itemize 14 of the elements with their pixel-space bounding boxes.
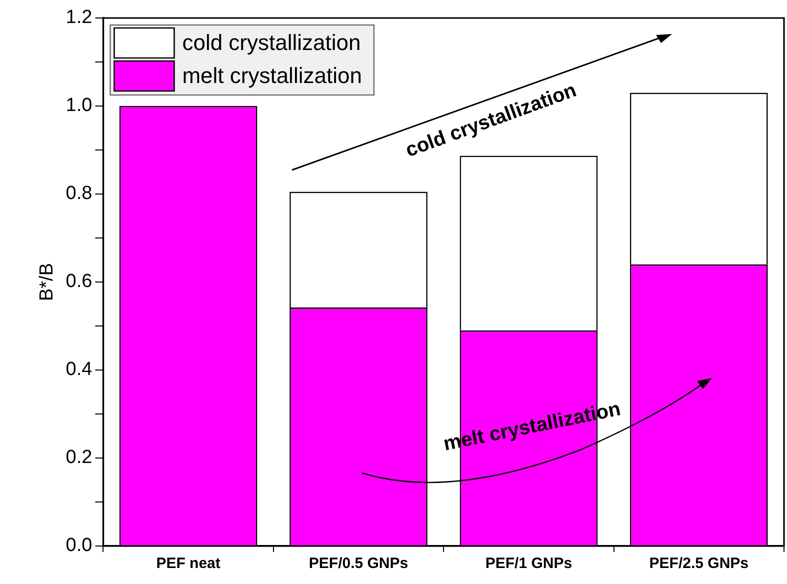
x-tick-label: PEF/0.5 GNPs xyxy=(308,555,408,572)
y-tick-label: 0.4 xyxy=(66,359,93,380)
y-tick-label: 1.2 xyxy=(66,7,92,28)
y-tick-label: 0.6 xyxy=(66,271,92,292)
y-tick-label: 0.2 xyxy=(66,447,92,468)
x-tick-label: PEF/2.5 GNPs xyxy=(649,555,749,572)
y-tick-label: 0.8 xyxy=(66,183,92,204)
x-tick-label: PEF/1 GNPs xyxy=(485,555,572,572)
y-axis-title: B*/B xyxy=(36,262,58,302)
y-tick-label: 1.0 xyxy=(66,95,92,116)
x-tick-label: PEF neat xyxy=(156,555,220,572)
legend-label: melt crystallization xyxy=(182,63,362,88)
y-tick-label: 0.0 xyxy=(66,535,92,556)
legend-label: cold crystallization xyxy=(182,30,361,56)
